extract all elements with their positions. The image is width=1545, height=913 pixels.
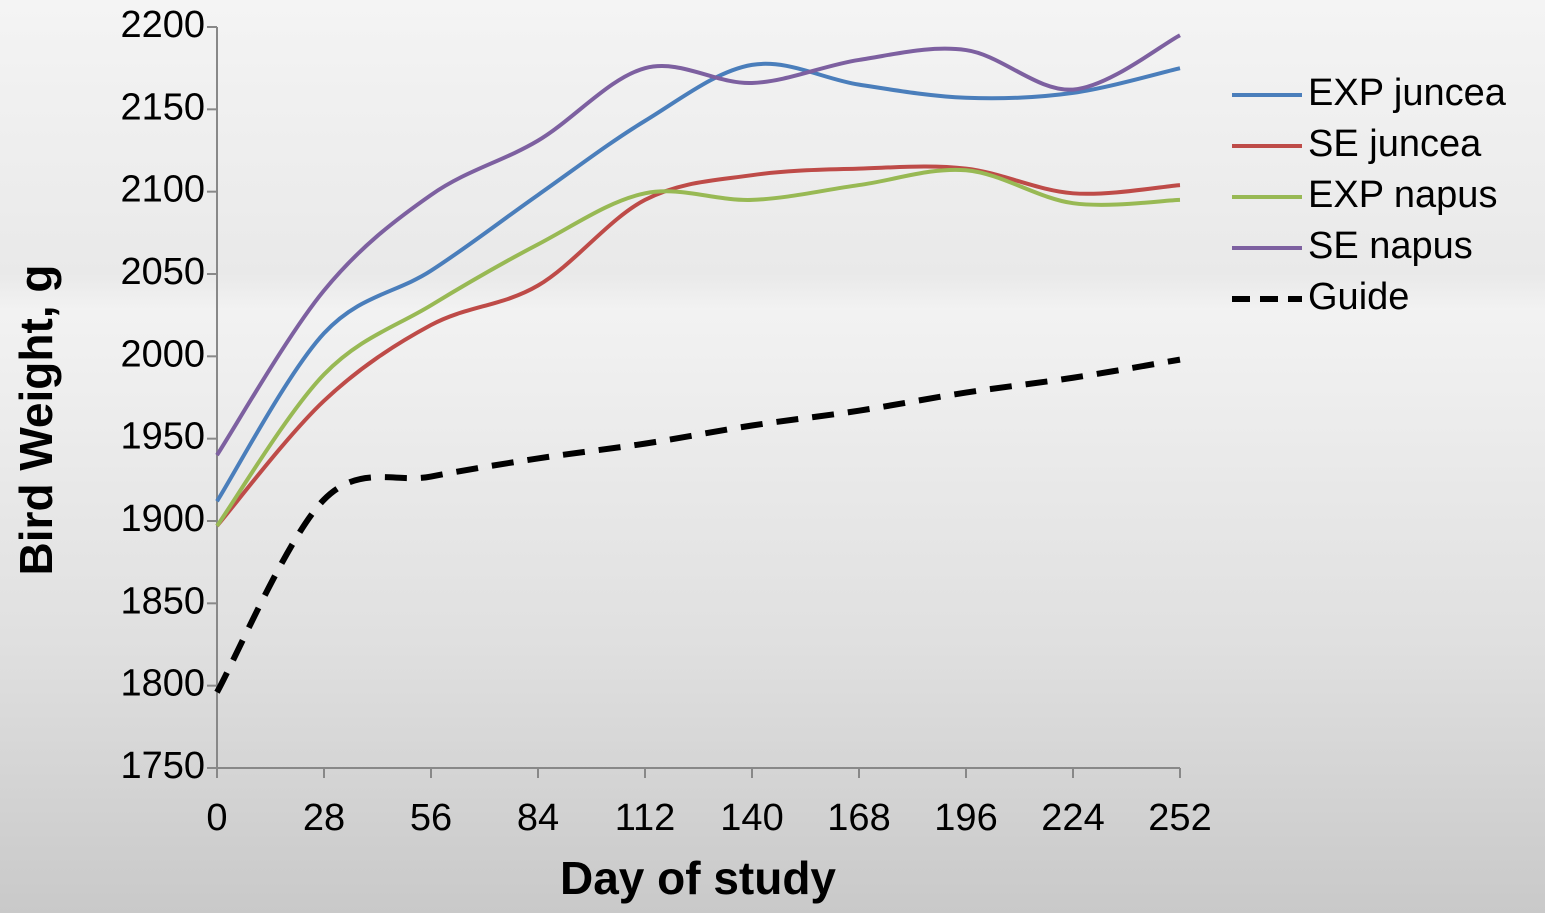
legend-label: EXP napus xyxy=(1308,174,1497,216)
series-line xyxy=(215,167,1181,528)
y-axis-title: Bird Weight, g xyxy=(10,265,62,576)
series-line xyxy=(215,33,1181,457)
x-tick-label: 168 xyxy=(827,797,890,839)
y-tick-label: 1950 xyxy=(120,416,205,458)
x-tick-label: 56 xyxy=(410,797,452,839)
x-tick-label: 84 xyxy=(517,797,559,839)
y-tick-label: 2200 xyxy=(120,4,205,46)
legend-label: Guide xyxy=(1308,276,1409,318)
x-tick-label: 196 xyxy=(934,797,997,839)
legend-label: EXP juncea xyxy=(1308,72,1507,114)
legend-label: SE juncea xyxy=(1308,123,1482,165)
y-tick-label: 2050 xyxy=(120,251,205,293)
y-tick-label: 2000 xyxy=(120,333,205,375)
x-tick-label: 0 xyxy=(206,797,227,839)
y-tick-label: 1750 xyxy=(120,745,205,787)
x-tick-label: 112 xyxy=(615,797,676,839)
series-line xyxy=(214,356,1181,694)
y-tick-label: 1800 xyxy=(120,663,205,705)
x-tick-label: 140 xyxy=(720,797,783,839)
y-tick-label: 1900 xyxy=(120,498,205,540)
x-tick-label: 28 xyxy=(303,797,345,839)
x-tick-label: 224 xyxy=(1041,797,1104,839)
series-line xyxy=(215,61,1181,503)
series-line xyxy=(215,164,1181,528)
y-tick-label: 2150 xyxy=(120,86,205,128)
x-axis-title: Day of study xyxy=(560,852,836,904)
y-tick-label: 2100 xyxy=(120,169,205,211)
x-tick-label: 252 xyxy=(1148,797,1211,839)
y-tick-label: 1850 xyxy=(120,580,205,622)
legend-label: SE napus xyxy=(1308,225,1473,267)
